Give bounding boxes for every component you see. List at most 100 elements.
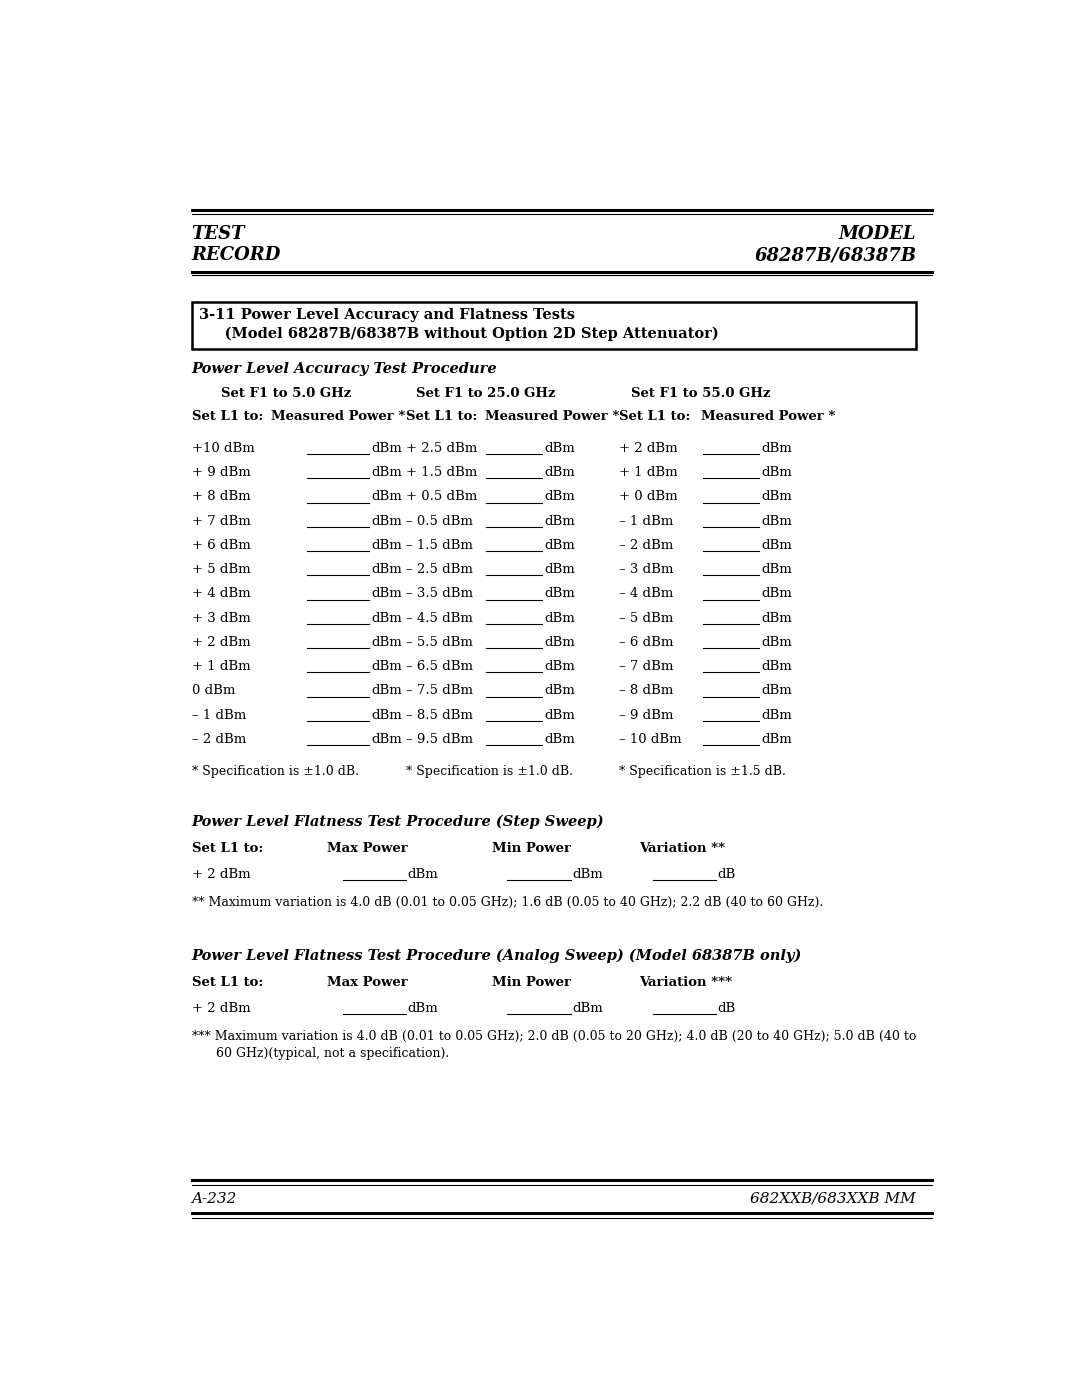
Text: dBm: dBm [761,659,792,673]
Text: dBm: dBm [572,1002,603,1016]
Text: – 2.5 dBm: – 2.5 dBm [406,563,473,576]
Text: Set L1 to:: Set L1 to: [619,411,691,423]
Text: dBm: dBm [761,441,792,455]
Text: + 9 dBm: + 9 dBm [191,467,251,479]
Text: Power Level Flatness Test Procedure (Analog Sweep) (Model 68387B only): Power Level Flatness Test Procedure (Ana… [191,949,801,963]
Text: – 5 dBm: – 5 dBm [619,612,674,624]
Text: dBm: dBm [372,563,402,576]
Text: – 3.5 dBm: – 3.5 dBm [406,587,473,601]
Text: Set L1 to:: Set L1 to: [191,411,262,423]
Text: – 1 dBm: – 1 dBm [191,708,246,722]
Text: (Model 68287B/68387B without Option 2D Step Attenuator): (Model 68287B/68387B without Option 2D S… [200,327,719,341]
Text: dB: dB [718,1002,737,1016]
Text: dBm: dBm [544,539,575,552]
Text: dBm: dBm [372,659,402,673]
Text: 3-11 Power Level Accuracy and Flatness Tests: 3-11 Power Level Accuracy and Flatness T… [200,307,576,321]
Text: Set L1 to:: Set L1 to: [191,975,262,989]
Text: * Specification is ±1.5 dB.: * Specification is ±1.5 dB. [619,764,786,778]
Text: Measured Power *: Measured Power * [701,411,835,423]
Text: dBm: dBm [761,514,792,528]
Text: dBm: dBm [544,587,575,601]
Text: dBm: dBm [544,490,575,503]
Text: A-232: A-232 [191,1192,237,1206]
Text: Measured Power *: Measured Power * [271,411,405,423]
Text: *** Maximum variation is 4.0 dB (0.01 to 0.05 GHz); 2.0 dB (0.05 to 20 GHz); 4.0: *** Maximum variation is 4.0 dB (0.01 to… [191,1031,916,1044]
Text: dBm: dBm [761,708,792,722]
Text: dBm: dBm [372,587,402,601]
Text: + 1.5 dBm: + 1.5 dBm [406,467,477,479]
Text: dBm: dBm [408,1002,438,1016]
Text: dB: dB [718,868,737,882]
Text: – 1 dBm: – 1 dBm [619,514,674,528]
Text: – 10 dBm: – 10 dBm [619,733,681,746]
Text: Measured Power *: Measured Power * [485,411,620,423]
Text: + 2.5 dBm: + 2.5 dBm [406,441,477,455]
Text: dBm: dBm [544,441,575,455]
Text: – 4 dBm: – 4 dBm [619,587,674,601]
Text: Power Level Accuracy Test Procedure: Power Level Accuracy Test Procedure [191,362,497,376]
Text: + 2 dBm: + 2 dBm [191,1002,251,1016]
Text: – 7.5 dBm: – 7.5 dBm [406,685,473,697]
Text: – 9.5 dBm: – 9.5 dBm [406,733,473,746]
Text: dBm: dBm [372,490,402,503]
Text: Set L1 to:: Set L1 to: [191,842,262,855]
Text: dBm: dBm [372,467,402,479]
Text: dBm: dBm [544,612,575,624]
Text: Set F1 to 5.0 GHz: Set F1 to 5.0 GHz [221,387,351,400]
Text: dBm: dBm [761,539,792,552]
Text: Variation ***: Variation *** [638,975,732,989]
Text: ** Maximum variation is 4.0 dB (0.01 to 0.05 GHz); 1.6 dB (0.05 to 40 GHz); 2.2 : ** Maximum variation is 4.0 dB (0.01 to … [191,897,823,909]
Text: – 8.5 dBm: – 8.5 dBm [406,708,473,722]
Text: dBm: dBm [544,636,575,648]
Text: Min Power: Min Power [491,975,570,989]
Text: dBm: dBm [544,514,575,528]
Text: dBm: dBm [372,685,402,697]
Text: – 6 dBm: – 6 dBm [619,636,674,648]
Text: dBm: dBm [761,563,792,576]
Text: – 1.5 dBm: – 1.5 dBm [406,539,473,552]
Text: RECORD: RECORD [191,246,281,264]
Text: + 1 dBm: + 1 dBm [191,659,251,673]
Text: dBm: dBm [761,612,792,624]
Text: + 0.5 dBm: + 0.5 dBm [406,490,477,503]
Text: dBm: dBm [544,563,575,576]
Text: 60 GHz)(typical, not a specification).: 60 GHz)(typical, not a specification). [191,1048,449,1060]
Text: – 3 dBm: – 3 dBm [619,563,674,576]
Text: Set L1 to:: Set L1 to: [406,411,477,423]
Text: dBm: dBm [761,636,792,648]
Text: – 0.5 dBm: – 0.5 dBm [406,514,473,528]
Text: dBm: dBm [372,636,402,648]
Text: 0 dBm: 0 dBm [191,685,235,697]
Text: + 0 dBm: + 0 dBm [619,490,678,503]
Text: + 2 dBm: + 2 dBm [619,441,678,455]
Text: MODEL: MODEL [839,225,916,243]
Text: dBm: dBm [544,685,575,697]
Text: dBm: dBm [544,467,575,479]
Text: + 7 dBm: + 7 dBm [191,514,251,528]
Text: + 5 dBm: + 5 dBm [191,563,251,576]
Text: dBm: dBm [761,467,792,479]
Text: – 2 dBm: – 2 dBm [191,733,246,746]
Text: * Specification is ±1.0 dB.: * Specification is ±1.0 dB. [406,764,573,778]
Text: dBm: dBm [372,733,402,746]
Text: dBm: dBm [761,733,792,746]
Text: dBm: dBm [761,490,792,503]
Text: dBm: dBm [372,514,402,528]
Text: Set F1 to 25.0 GHz: Set F1 to 25.0 GHz [416,387,556,400]
Text: +10 dBm: +10 dBm [191,441,254,455]
Text: dBm: dBm [544,733,575,746]
Text: dBm: dBm [372,708,402,722]
Text: + 1 dBm: + 1 dBm [619,467,678,479]
Text: + 4 dBm: + 4 dBm [191,587,251,601]
Text: – 6.5 dBm: – 6.5 dBm [406,659,473,673]
Text: * Specification is ±1.0 dB.: * Specification is ±1.0 dB. [191,764,359,778]
Text: dBm: dBm [761,685,792,697]
Text: – 2 dBm: – 2 dBm [619,539,674,552]
Text: TEST: TEST [191,225,245,243]
Text: Set F1 to 55.0 GHz: Set F1 to 55.0 GHz [631,387,770,400]
Text: dBm: dBm [544,708,575,722]
Text: – 4.5 dBm: – 4.5 dBm [406,612,473,624]
Text: – 7 dBm: – 7 dBm [619,659,674,673]
Text: Power Level Flatness Test Procedure (Step Sweep): Power Level Flatness Test Procedure (Ste… [191,814,604,830]
Text: – 5.5 dBm: – 5.5 dBm [406,636,473,648]
